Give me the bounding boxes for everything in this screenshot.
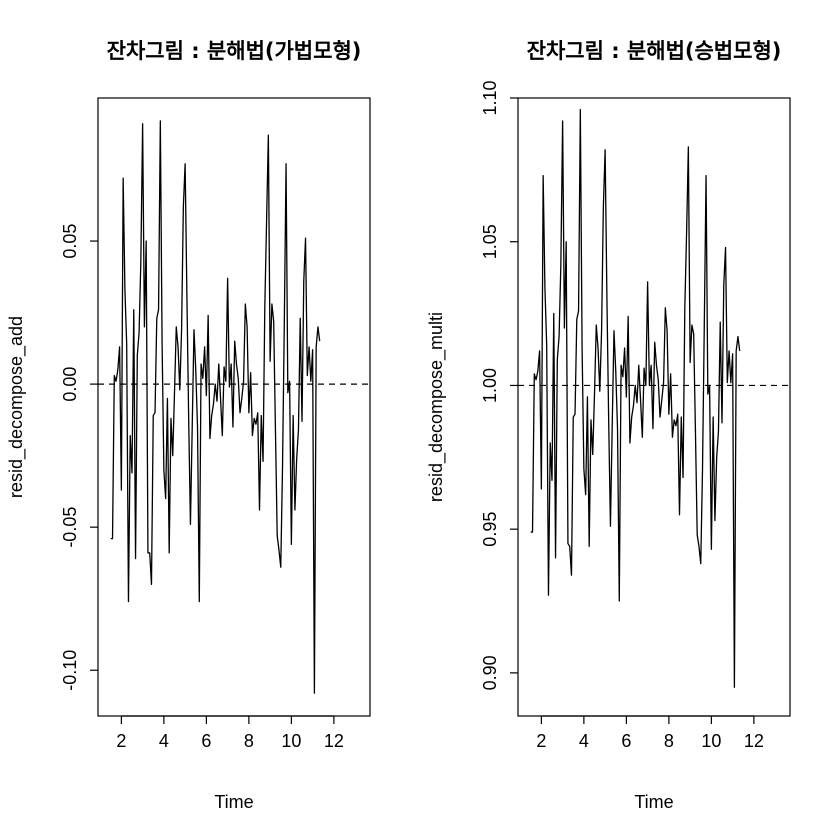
- x-tick-label: 8: [244, 731, 254, 751]
- x-tick-label: 4: [159, 731, 169, 751]
- x-tick-label: 6: [201, 731, 211, 751]
- x-tick-label: 2: [116, 731, 126, 751]
- x-tick-label: 6: [621, 731, 631, 751]
- x-tick-label: 10: [701, 731, 721, 751]
- chart-panel-additive: 잔차그림 : 분해법(가법모형) 2 4 6 8 10 12 -0.10 -0.05 0.00…: [6, 39, 371, 812]
- residual-line-additive: [110, 120, 321, 694]
- y-tick-label: 0.00: [60, 367, 80, 402]
- y-tick-label: 0.05: [60, 224, 80, 259]
- y-tick-label: 1.00: [480, 368, 500, 403]
- y-tick-label: 1.05: [480, 224, 500, 259]
- x-axis-additive: 2 4 6 8 10 12: [116, 715, 344, 751]
- x-axis-multiplicative: 2 4 6 8 10 12: [536, 715, 764, 751]
- y-tick-label: 0.90: [480, 655, 500, 690]
- x-axis-label-multiplicative: Time: [634, 792, 673, 812]
- x-tick-label: 2: [536, 731, 546, 751]
- x-tick-label: 8: [664, 731, 674, 751]
- x-tick-label: 12: [324, 731, 344, 751]
- y-tick-label: -0.10: [60, 650, 80, 691]
- chart-title-additive: 잔차그림 : 분해법(가법모형): [107, 39, 362, 63]
- x-tick-label: 12: [744, 731, 764, 751]
- y-tick-label: 1.10: [480, 80, 500, 115]
- y-axis-multiplicative: 0.90 0.95 1.00 1.05 1.10: [480, 80, 518, 690]
- x-tick-label: 10: [281, 731, 301, 751]
- chart-panel-multiplicative: 잔차그림 : 분해법(승법모형) 2 4 6 8 10 12 0.90 0.95 1.00 1.…: [426, 39, 791, 812]
- residual-line-multiplicative: [530, 108, 741, 688]
- y-tick-label: -0.05: [60, 507, 80, 548]
- y-axis-additive: -0.10 -0.05 0.00 0.05: [60, 224, 98, 691]
- y-tick-label: 0.95: [480, 512, 500, 547]
- x-axis-label-additive: Time: [214, 792, 253, 812]
- x-tick-label: 4: [579, 731, 589, 751]
- chart-title-multiplicative: 잔차그림 : 분해법(승법모형): [527, 39, 782, 63]
- y-axis-label-additive: resid_decompose_add: [6, 316, 27, 498]
- y-axis-label-multiplicative: resid_decompose_multi: [426, 312, 447, 502]
